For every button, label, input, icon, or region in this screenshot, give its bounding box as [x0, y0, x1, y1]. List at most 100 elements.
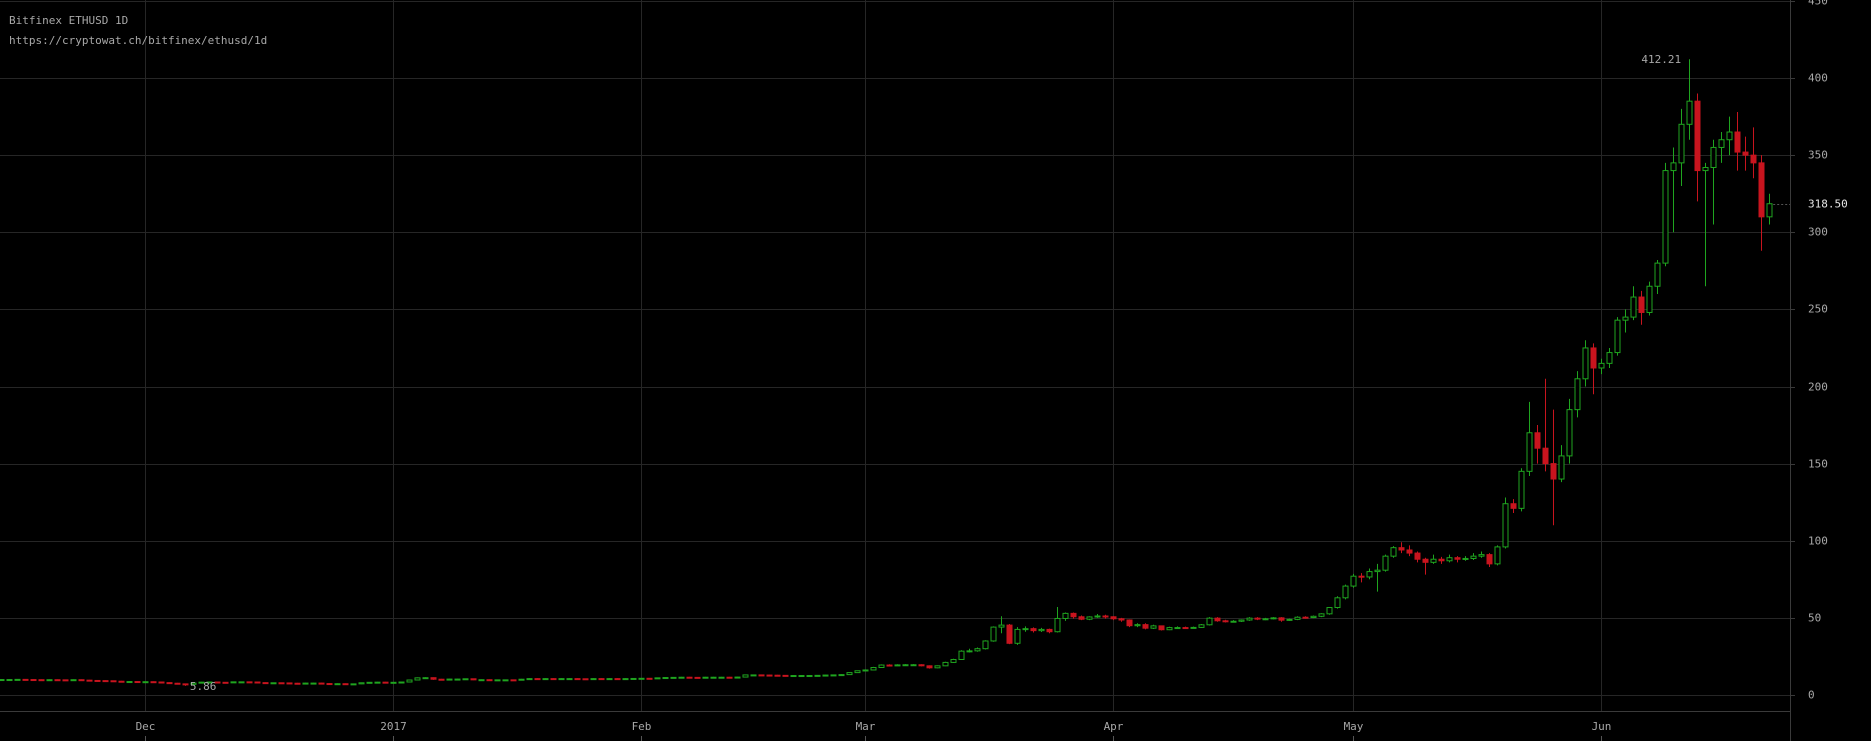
- candle-body: [1678, 123, 1685, 164]
- candle-body: [1718, 139, 1725, 148]
- candle-body: [1542, 447, 1549, 465]
- candle-body: [942, 661, 949, 667]
- candle-body: [910, 664, 917, 667]
- y-tick-label: 150: [1808, 458, 1828, 471]
- grid: [0, 0, 1795, 741]
- candle-body: [1446, 557, 1453, 562]
- candle-body: [782, 674, 789, 677]
- candle-body: [542, 678, 549, 681]
- candle-body: [958, 650, 965, 660]
- candle-body: [1606, 352, 1613, 364]
- candle-body: [494, 679, 501, 682]
- candle-body: [1438, 558, 1445, 562]
- candle-body: [62, 679, 69, 682]
- candle-body: [70, 679, 77, 682]
- y-tick-label: 0: [1808, 689, 1815, 702]
- candle-body: [1430, 558, 1437, 563]
- candle-body: [134, 681, 141, 684]
- candle-body: [1062, 612, 1069, 619]
- candle-body: [1574, 378, 1581, 411]
- candle-body: [1054, 617, 1061, 633]
- candle-body: [678, 676, 685, 679]
- candle-body: [726, 676, 733, 679]
- candle-body: [534, 678, 541, 681]
- candle-body: [1358, 575, 1365, 578]
- x-tick-label: Dec: [136, 720, 156, 733]
- candle-body: [1038, 628, 1045, 632]
- candle-body: [998, 624, 1005, 628]
- candle-body: [1142, 624, 1149, 629]
- candle-body: [1014, 628, 1021, 644]
- candle-body: [166, 682, 173, 685]
- candle-body: [1470, 555, 1477, 559]
- candle-body: [22, 678, 29, 681]
- candle-body: [462, 678, 469, 681]
- candle-body: [1734, 131, 1741, 153]
- candle-body: [766, 674, 773, 677]
- candle-body: [582, 678, 589, 681]
- candle-body: [1510, 503, 1517, 509]
- candle-body: [1710, 146, 1717, 168]
- candle-body: [1486, 554, 1493, 565]
- candle-body: [614, 678, 621, 681]
- candle-body: [894, 664, 901, 667]
- candle-body: [334, 683, 341, 686]
- chart-title: Bitfinex ETHUSD 1D: [9, 14, 128, 27]
- candle-body: [646, 677, 653, 680]
- x-tick-label: May: [1344, 720, 1364, 733]
- candle-body: [94, 679, 101, 682]
- candle-body: [190, 682, 197, 685]
- candle-body: [1350, 575, 1357, 587]
- candle-body: [1398, 547, 1405, 551]
- candle-body: [1046, 628, 1053, 633]
- candle-body: [222, 681, 229, 684]
- candle-body: [574, 678, 581, 681]
- candle-body: [1342, 585, 1349, 599]
- candle-body: [1670, 162, 1677, 172]
- candle-body: [510, 679, 517, 682]
- candle-body: [350, 683, 357, 686]
- candle-body: [1550, 463, 1557, 480]
- candle-body: [838, 674, 845, 677]
- candle-body: [1454, 557, 1461, 560]
- candle-body: [1006, 624, 1013, 644]
- candle-body: [1582, 347, 1589, 380]
- candle-body: [846, 672, 853, 676]
- candle-body: [1726, 131, 1733, 141]
- candle-body: [798, 675, 805, 678]
- candle-body: [1406, 549, 1413, 554]
- candle-body: [1502, 503, 1509, 548]
- candle-body: [398, 681, 405, 684]
- candle-body: [294, 682, 301, 685]
- candle-body: [1478, 554, 1485, 557]
- last-price-label: 318.50: [1808, 198, 1848, 211]
- candle-body: [286, 682, 293, 685]
- candle-body: [1030, 628, 1037, 632]
- candle-body: [78, 679, 85, 682]
- candle-body: [126, 681, 133, 684]
- low-label: 5.86: [190, 680, 217, 693]
- y-tick-label: 350: [1808, 149, 1828, 162]
- candle-body: [366, 681, 373, 684]
- y-tick-label: 250: [1808, 303, 1828, 316]
- candle-body: [934, 665, 941, 669]
- candle-body: [854, 670, 861, 674]
- candle-body: [38, 679, 45, 682]
- x-tick-label: Feb: [632, 720, 652, 733]
- candle-body: [1318, 613, 1325, 617]
- candle-body: [926, 665, 933, 669]
- candle-body: [1150, 625, 1157, 629]
- y-tick-label: 200: [1808, 381, 1828, 394]
- candle-body: [1414, 552, 1421, 560]
- candle-body: [446, 678, 453, 681]
- candle-body: [774, 674, 781, 677]
- candle-body: [1174, 627, 1181, 630]
- candle-body: [1422, 558, 1429, 563]
- candle-body: [1302, 616, 1309, 619]
- candle-body: [974, 648, 981, 652]
- candle-body: [1614, 319, 1621, 354]
- candle-body: [950, 658, 957, 663]
